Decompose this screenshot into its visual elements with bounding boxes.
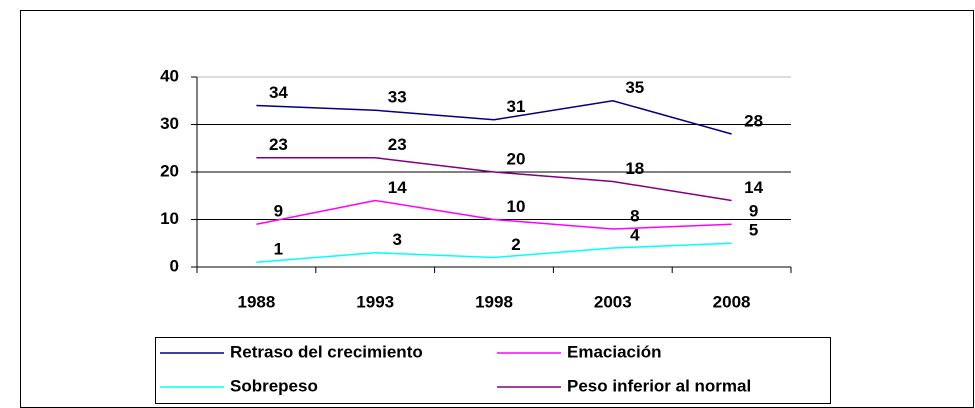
series-line — [256, 157, 732, 202]
x-tick-label: 2003 — [594, 292, 632, 311]
data-label: 10 — [507, 197, 526, 216]
data-label: 28 — [744, 111, 763, 130]
data-label: 5 — [749, 221, 758, 240]
y-tick-label: 30 — [160, 114, 179, 133]
y-tick-label: 0 — [170, 256, 179, 275]
data-label: 4 — [630, 225, 640, 244]
legend-label: Sobrepeso — [230, 376, 318, 395]
x-tick-label: 1993 — [356, 292, 394, 311]
data-label: 9 — [749, 202, 758, 221]
data-label: 9 — [274, 202, 283, 221]
data-label: 31 — [507, 97, 526, 116]
data-label: 3 — [392, 230, 401, 249]
data-label: 23 — [388, 135, 407, 154]
data-label: 35 — [625, 78, 644, 97]
x-tick-label: 2008 — [713, 292, 751, 311]
data-label: 8 — [630, 206, 639, 225]
data-label: 33 — [388, 88, 407, 107]
data-label: 20 — [507, 149, 526, 168]
data-label: 14 — [744, 178, 763, 197]
legend-box — [155, 337, 831, 404]
data-label: 23 — [269, 135, 288, 154]
series-line — [256, 242, 732, 263]
series-line — [256, 99, 732, 135]
data-label: 14 — [388, 178, 407, 197]
data-label: 1 — [274, 240, 283, 259]
y-tick-label: 10 — [160, 209, 179, 228]
legend-label: Emaciación — [567, 342, 662, 361]
y-tick-label: 20 — [160, 161, 179, 180]
series-line — [256, 199, 732, 230]
x-tick-label: 1998 — [475, 292, 513, 311]
data-label: 2 — [511, 235, 520, 254]
data-label: 18 — [625, 159, 644, 178]
legend-label: Retraso del crecimiento — [230, 342, 423, 361]
x-tick-label: 1988 — [237, 292, 275, 311]
data-label: 34 — [269, 83, 288, 102]
legend-label: Peso inferior al normal — [567, 376, 751, 395]
y-tick-label: 40 — [160, 66, 179, 85]
